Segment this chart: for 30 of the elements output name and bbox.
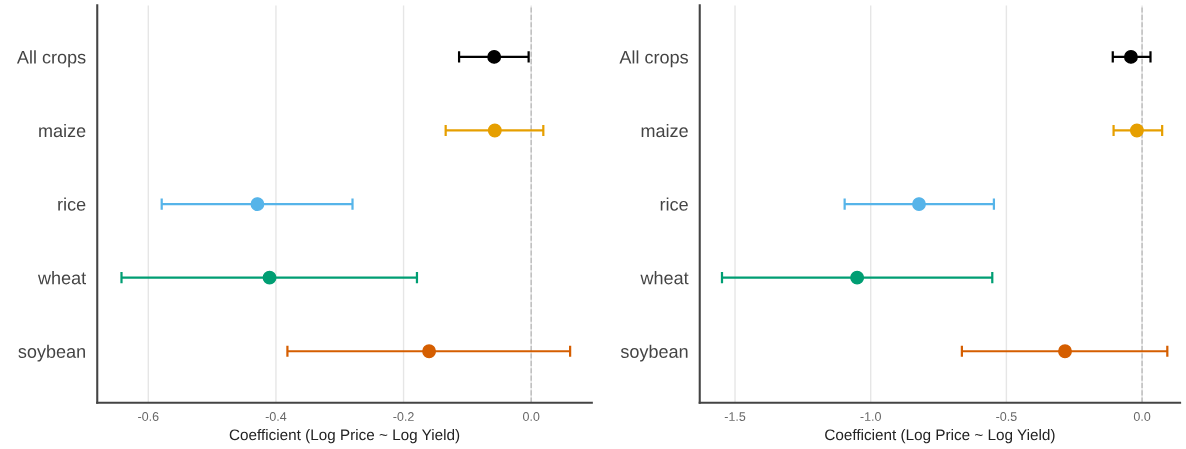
point — [912, 197, 926, 212]
point — [487, 49, 502, 64]
y-tick-label: maize — [641, 123, 688, 138]
point — [1058, 344, 1072, 359]
x-tick-label: 0.0 — [1133, 412, 1151, 421]
point — [850, 270, 865, 285]
x-tick-label: -0.2 — [393, 412, 414, 421]
x-tick-label: -1.0 — [860, 412, 881, 421]
point — [1129, 123, 1144, 138]
point — [487, 123, 502, 138]
x-tick-label: -0.5 — [996, 412, 1017, 421]
x-tick-label: -0.6 — [138, 412, 159, 421]
y-tick-label: soybean — [18, 344, 85, 362]
y-tick-label: wheat — [640, 271, 689, 285]
x-tick-label: 0.0 — [522, 412, 540, 421]
point — [262, 270, 277, 285]
x-tick-label: -0.4 — [265, 412, 287, 421]
y-tick-label: maize — [39, 123, 86, 138]
x-axis-title: Coefficient (Log Price ~ Log Yield) — [229, 428, 460, 444]
y-tick-label: All crops — [619, 50, 688, 68]
y-tick-label: rice — [660, 197, 688, 211]
point — [422, 344, 437, 359]
x-tick-label: -1.5 — [724, 412, 746, 421]
point — [250, 197, 265, 212]
x-axis-title: Coefficient (Log Price ~ Log Yield) — [825, 428, 1055, 444]
y-tick-label: soybean — [620, 344, 688, 362]
y-tick-label: rice — [58, 197, 86, 211]
point — [1124, 49, 1138, 64]
y-tick-label: All crops — [16, 50, 86, 68]
y-tick-label: wheat — [37, 271, 87, 285]
